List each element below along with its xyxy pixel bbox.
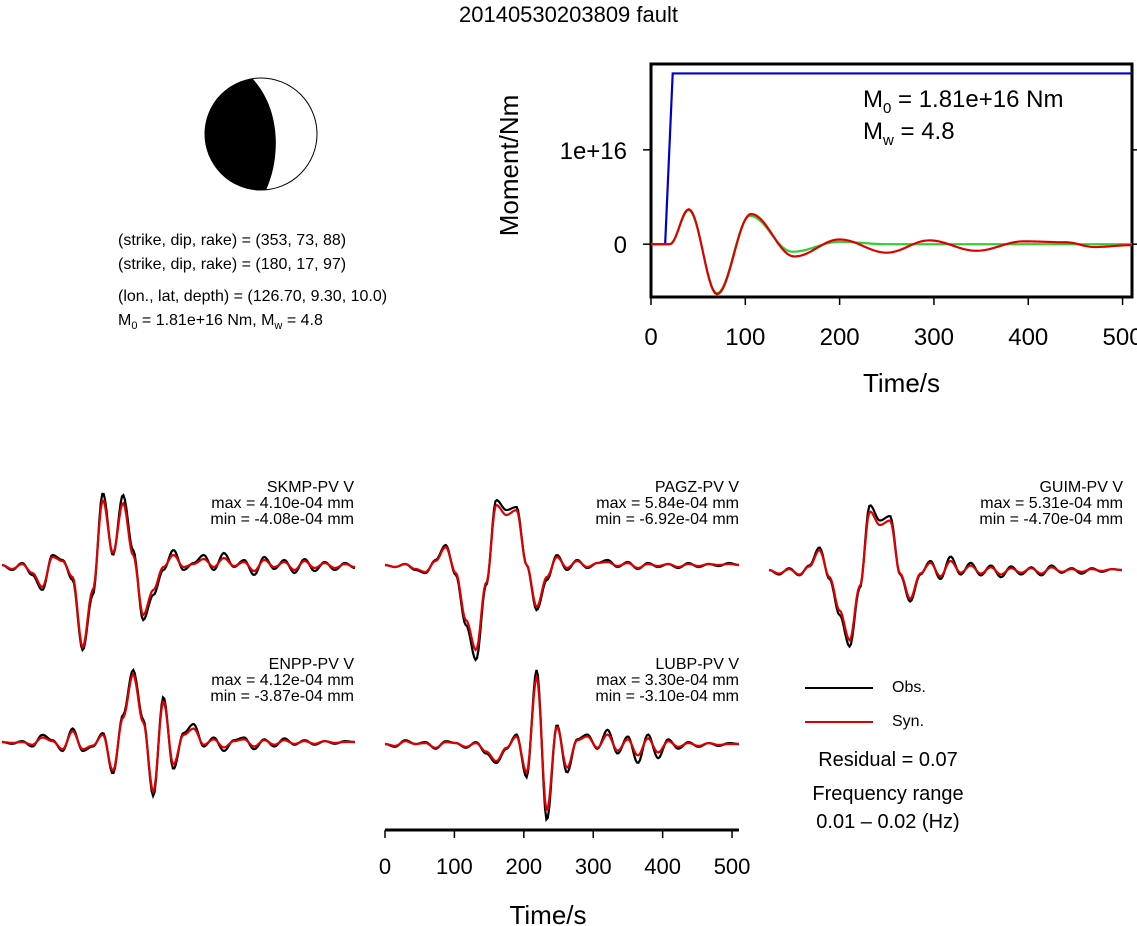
waveform-x-tick-label: 400	[644, 854, 681, 879]
frequency-range-value: 0.01 – 0.02 (Hz)	[816, 811, 960, 833]
waveform-x-tick-label: 100	[436, 854, 473, 879]
moment-y-axis-label: Moment/Nm	[494, 95, 524, 237]
waveform-x-axis: 0 100 200 300 400 500 Time/s	[379, 828, 751, 926]
waveform-x-tick-label: 300	[575, 854, 612, 879]
moment-mw-label: Mw = 4.8	[863, 118, 955, 149]
waveform-x-tick-label: 500	[714, 854, 751, 879]
frequency-range-label: Frequency range	[812, 783, 964, 805]
legend-obs-label: Obs.	[892, 679, 926, 696]
moment-x-tick-label: 200	[820, 324, 860, 351]
moment-x-tick-label: 400	[1008, 324, 1048, 351]
moment-y-tick-label: 0	[614, 232, 627, 259]
beachball-icon	[204, 77, 318, 191]
nodal-plane-2: (strike, dip, rake) = (180, 17, 97)	[118, 256, 347, 273]
waveform-series	[1, 492, 1122, 823]
hypocenter-location: (lon., lat, depth) = (126.70, 9.30, 10.0…	[118, 288, 388, 305]
figure-title: 20140530203809 fault	[459, 2, 678, 27]
waveform-syn-4	[384, 673, 739, 813]
moment-x-tick-label: 0	[644, 324, 657, 351]
moment-plot-frame	[649, 62, 1134, 299]
moment-x-axis-label: Time/s	[863, 368, 940, 398]
moment-x-tick-label: 500	[1103, 324, 1137, 351]
residual-label: Residual = 0.07	[818, 749, 958, 771]
waveform-syn-1	[384, 503, 739, 652]
moment-x-tick-label: 100	[725, 324, 765, 351]
moment-line-stf_red	[651, 208, 1133, 296]
waveform-x-axis-label: Time/s	[509, 900, 586, 926]
waveform-syn-0	[1, 499, 356, 650]
magnitude-summary: M0 = 1.81e+16 Nm, Mw = 4.8	[118, 312, 323, 333]
moment-m0-label: M0 = 1.81e+16 Nm	[863, 86, 1064, 117]
moment-series	[651, 72, 1133, 296]
legend-syn-label: Syn.	[892, 713, 925, 730]
waveform-syn-2	[768, 510, 1122, 643]
moment-y-tick-label: 1e+16	[560, 138, 627, 165]
waveform-x-tick-label: 200	[505, 854, 542, 879]
moment-axes: 0 100 200 300 400 500 0 1e+16 Time/s Moment/Nm	[494, 95, 1137, 398]
nodal-plane-1: (strike, dip, rake) = (353, 73, 88)	[118, 232, 347, 249]
waveform-syn-3	[2, 672, 355, 795]
moment-x-tick-label: 300	[914, 324, 954, 351]
waveform-x-tick-label: 0	[379, 854, 391, 879]
